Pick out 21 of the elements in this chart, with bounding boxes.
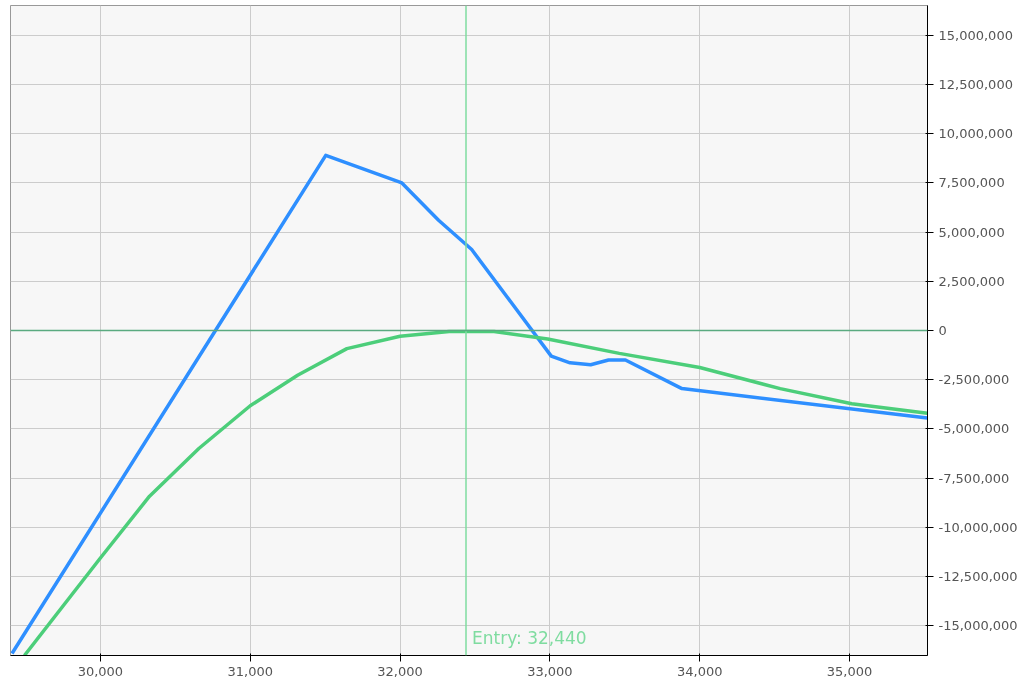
x-tick-label: 35,000 <box>826 663 873 679</box>
y-tick-label: -7,500,000 <box>938 470 1010 486</box>
y-tick-label: -12,500,000 <box>938 569 1018 585</box>
y-tick-label: 10,000,000 <box>938 126 1013 142</box>
y-tick-label: -5,000,000 <box>938 421 1010 437</box>
y-tick-label: 2,500,000 <box>938 273 1005 289</box>
x-tick-label: 32,000 <box>377 663 423 679</box>
y-tick-label: -10,000,000 <box>938 519 1018 535</box>
y-tick-label: 5,000,000 <box>938 224 1005 240</box>
y-tick-label: 12,500,000 <box>938 76 1013 92</box>
line-series <box>22 329 928 656</box>
x-tick-label: 31,000 <box>227 663 273 679</box>
y-tick-label: 7,500,000 <box>938 175 1005 191</box>
x-tick-label: 34,000 <box>677 663 723 679</box>
y-tick-label: -15,000,000 <box>938 618 1018 634</box>
y-tick-label: 0 <box>938 323 947 338</box>
y-tick-label: -2,500,000 <box>938 372 1010 388</box>
ref-line-label: Entry: 32,440 <box>472 627 587 648</box>
x-tick-label: 30,000 <box>77 663 124 679</box>
x-tick-label: 33,000 <box>527 663 573 679</box>
y-tick-label: 15,000,000 <box>938 27 1013 43</box>
